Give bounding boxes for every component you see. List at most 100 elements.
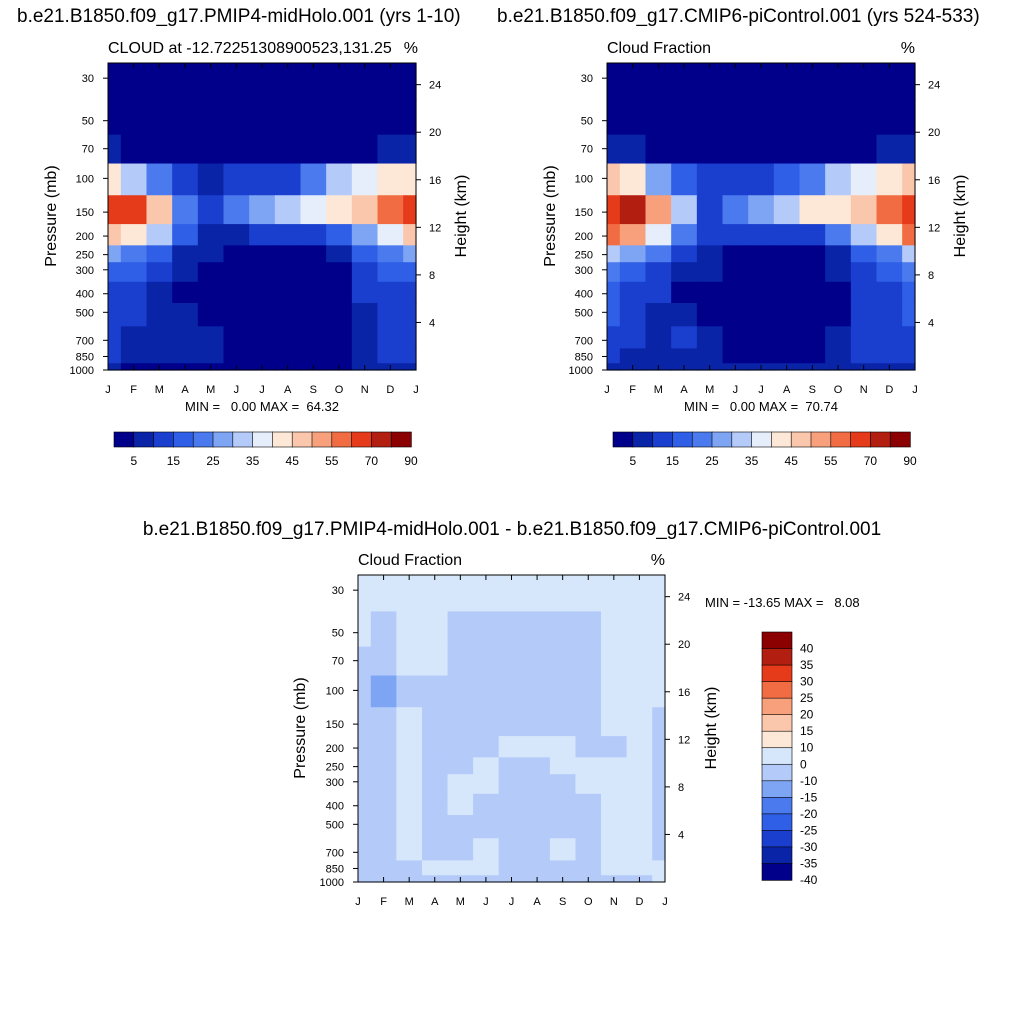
heatmap-cell — [498, 860, 525, 876]
heatmap-cell — [825, 99, 852, 136]
heatmap-cell — [607, 63, 621, 101]
pressure-tick-label: 50 — [581, 116, 593, 128]
heatmap-cell — [146, 224, 173, 246]
panel-1-title-right: % — [404, 40, 418, 57]
heatmap-cell — [549, 774, 577, 795]
colorbar-label: 25 — [800, 691, 814, 705]
heatmap-cell — [172, 195, 199, 225]
heatmap-cell — [773, 281, 801, 304]
heatmap-cell — [223, 99, 250, 136]
heatmap-cell — [370, 707, 397, 737]
heatmap-cell — [902, 245, 916, 263]
heatmap-cell — [370, 860, 397, 876]
heatmap-cell — [850, 245, 878, 263]
colorbar-label: 90 — [404, 454, 418, 468]
heatmap-cell — [274, 134, 302, 165]
heatmap-cell — [223, 63, 250, 101]
month-tick-label: S — [559, 896, 566, 908]
heatmap-cell — [902, 281, 916, 304]
colorbar-swatch — [731, 431, 753, 448]
heatmap-cell — [473, 757, 500, 775]
heatmap-cell — [619, 348, 647, 364]
pressure-tick-label: 70 — [332, 656, 344, 668]
heatmap-cell — [575, 860, 602, 876]
month-tick-label: J — [234, 384, 240, 396]
heatmap-cell — [696, 303, 724, 327]
heatmap-cell — [473, 774, 500, 795]
heatmap-cell — [421, 736, 449, 758]
colorbar-swatch — [272, 431, 293, 448]
heatmap-cell — [619, 134, 647, 165]
height-tick-label: 4 — [678, 829, 684, 841]
heatmap-cell — [748, 134, 775, 165]
heatmap-cell — [249, 224, 276, 246]
heatmap-cell — [172, 281, 199, 304]
heatmap-cell — [607, 134, 621, 165]
heatmap-cell — [607, 195, 621, 225]
heatmap-cell — [421, 675, 449, 708]
heatmap-cell — [300, 348, 327, 364]
heatmap-cell — [351, 245, 379, 263]
heatmap-cell — [197, 134, 225, 165]
panel-2-heatmap-cells — [607, 63, 916, 371]
heatmap-cell — [876, 326, 903, 349]
panel-3-title-left: Cloud Fraction — [358, 552, 462, 569]
heatmap-cell — [549, 675, 577, 708]
heatmap-cell — [351, 262, 379, 283]
heatmap-cell — [850, 224, 878, 246]
heatmap-cell — [274, 326, 302, 349]
panel-3-title-right: % — [651, 552, 665, 569]
pressure-tick-label: 700 — [76, 335, 94, 347]
heatmap-cell — [902, 99, 916, 136]
colorbar-swatch — [761, 681, 793, 699]
heatmap-cell — [146, 63, 173, 101]
heatmap-cell — [722, 163, 749, 196]
heatmap-cell — [619, 262, 647, 283]
heatmap-cell — [326, 163, 353, 196]
heatmap-cell — [652, 736, 666, 758]
heatmap-cell — [249, 262, 276, 283]
height-tick-label: 4 — [928, 317, 934, 329]
heatmap-cell — [696, 134, 724, 165]
heatmap-cell — [696, 163, 724, 196]
heatmap-cell — [601, 774, 628, 795]
heatmap-cell — [377, 195, 404, 225]
heatmap-cell — [549, 736, 577, 758]
heatmap-cell — [722, 195, 749, 225]
heatmap-cell — [799, 348, 826, 364]
pressure-tick-label: 150 — [575, 207, 593, 219]
heatmap-cell — [850, 63, 878, 101]
heatmap-cell — [358, 793, 372, 816]
height-tick-label: 24 — [928, 80, 940, 92]
heatmap-cell — [850, 99, 878, 136]
heatmap-cell — [146, 134, 173, 165]
pressure-tick-label: 500 — [575, 307, 593, 319]
heatmap-cell — [524, 860, 551, 876]
heatmap-cell — [108, 363, 122, 371]
panel-1-ylabel: Pressure (mb) — [43, 165, 60, 266]
heatmap-cell — [249, 99, 276, 136]
heatmap-cell — [146, 195, 173, 225]
panel-3-heatmap-cells — [358, 575, 666, 883]
heatmap-cell — [249, 281, 276, 304]
heatmap-cell — [850, 326, 878, 349]
heatmap-cell — [549, 646, 577, 677]
panel-3-min-max: MIN = -13.65 MAX = 8.08 — [705, 595, 860, 610]
heatmap-cell — [197, 245, 225, 263]
heatmap-cell — [652, 774, 666, 795]
heatmap-cell — [773, 326, 801, 349]
month-tick-label: D — [635, 896, 643, 908]
heatmap-cell — [696, 348, 724, 364]
heatmap-cell — [108, 195, 122, 225]
colorbar-swatch — [761, 648, 793, 666]
colorbar-swatch — [291, 431, 313, 448]
colorbar-swatch — [672, 431, 693, 448]
heatmap-cell — [358, 757, 372, 775]
heatmap-cell — [748, 281, 775, 304]
heatmap-cell — [300, 63, 327, 101]
heatmap-cell — [498, 675, 525, 708]
heatmap-cell — [696, 195, 724, 225]
heatmap-cell — [696, 326, 724, 349]
colorbar-label: 15 — [167, 454, 181, 468]
heatmap-cell — [645, 63, 672, 101]
